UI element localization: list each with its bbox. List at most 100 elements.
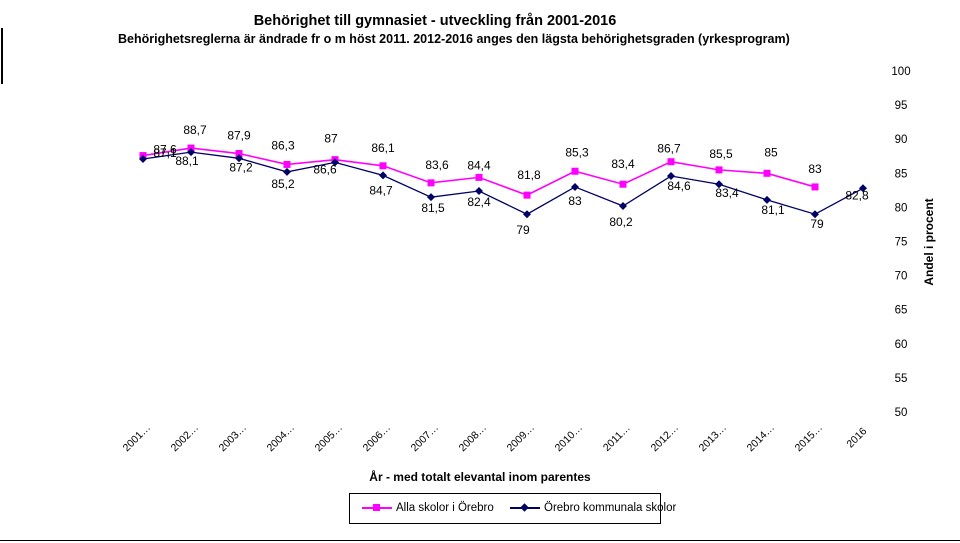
- data-label: 81,1: [761, 203, 785, 217]
- data-label: 84,7: [369, 183, 393, 197]
- x-tick-label: 2016: [844, 425, 869, 450]
- y-axis-title: Andel i procent: [922, 198, 936, 286]
- x-tick-label: 2004…: [265, 422, 297, 454]
- series-line-kommunala-skolor: [142, 151, 864, 215]
- x-tick-label: 2014…: [745, 422, 777, 454]
- data-point-diamond: [763, 195, 771, 204]
- data-point-diamond: [187, 148, 195, 157]
- data-label: 79: [810, 217, 824, 231]
- x-tick-label: 2005…: [313, 422, 345, 454]
- x-tick-label: 2003…: [217, 422, 249, 454]
- data-labels: 87,6 88,7 87,9 86,3 87 86,1 83,6 84,4 81,8 85,3 83…: [153, 123, 869, 237]
- data-label: 83,6: [425, 158, 449, 172]
- data-label: 87,9: [227, 129, 251, 143]
- series-markers: [139, 144, 867, 219]
- x-axis-title: År - med totalt elevantal inom parentes: [369, 470, 591, 484]
- data-point-diamond: [427, 193, 435, 202]
- data-point-diamond: [859, 184, 867, 193]
- data-point-diamond: [331, 158, 339, 167]
- data-point-diamond: [667, 172, 675, 181]
- data-label: 79: [516, 223, 530, 237]
- data-label: 86,3: [271, 138, 295, 152]
- legend-label: Alla skolor i Örebro: [396, 502, 494, 514]
- x-tick-label: 2006…: [361, 422, 393, 454]
- legend-item-kommunala-skolor: Örebro kommunala skolor: [510, 502, 676, 514]
- y-tick-label: 75: [895, 237, 908, 249]
- frame-edge-bottom: [0, 540, 960, 541]
- y-tick-label: 90: [895, 134, 908, 146]
- data-point-square: [283, 160, 291, 168]
- y-axis: 50 55 60 65 70 75 80 85 90 95 100: [891, 66, 910, 419]
- data-label: 81,8: [517, 168, 541, 182]
- data-label: 81,5: [421, 201, 445, 215]
- data-label: 85,5: [709, 147, 733, 161]
- x-tick-label: 2011…: [601, 422, 633, 454]
- data-point-square: [811, 183, 819, 191]
- data-point-square: [763, 169, 771, 177]
- data-label: 83,4: [715, 186, 739, 200]
- x-tick-label: 2009…: [505, 422, 537, 454]
- data-point-square: [523, 191, 531, 199]
- data-label: 85: [764, 145, 778, 159]
- data-label: 87,1: [153, 146, 177, 160]
- x-tick-label: 2010…: [553, 422, 585, 454]
- data-point-diamond: [619, 202, 627, 211]
- data-label: 87,6: [153, 143, 177, 157]
- y-tick-label: 95: [895, 100, 908, 112]
- x-tick-label: 2008…: [457, 422, 489, 454]
- data-point-square: [235, 150, 243, 158]
- data-point-square: [619, 180, 627, 188]
- series-lines: [142, 147, 864, 215]
- data-label: 87: [324, 132, 338, 146]
- data-label: 82,4: [467, 195, 491, 209]
- data-label: 86,1: [371, 141, 395, 155]
- y-tick-label: 60: [895, 339, 908, 351]
- x-tick-label: 2012…: [649, 422, 681, 454]
- y-tick-label: 55: [895, 373, 908, 385]
- x-tick-label: 2013…: [697, 422, 729, 454]
- data-point-diamond: [523, 210, 531, 219]
- data-point-square: [667, 158, 675, 166]
- data-label: 84,4: [467, 158, 491, 172]
- data-point-square: [187, 144, 195, 152]
- y-tick-label: 100: [891, 66, 910, 78]
- data-label: 83: [568, 194, 582, 208]
- y-tick-label: 65: [895, 305, 908, 317]
- x-tick-label: 2007…: [409, 422, 441, 454]
- x-tick-label: 2015…: [793, 422, 825, 454]
- chart-title: Behörighet till gymnasiet - utveckling f…: [253, 13, 617, 29]
- data-point-diamond: [571, 182, 579, 191]
- y-tick-label: 80: [895, 202, 908, 214]
- data-label: 82,8: [845, 188, 869, 202]
- data-point-diamond: [283, 167, 291, 176]
- y-tick-label: 85: [895, 168, 908, 180]
- data-point-square: [427, 179, 435, 187]
- data-label: 84,6: [667, 179, 691, 193]
- data-point-diamond: [715, 180, 723, 189]
- data-label: 80,2: [609, 215, 633, 229]
- legend-item-alla-skolor: Alla skolor i Örebro: [362, 502, 494, 514]
- legend-label: Örebro kommunala skolor: [544, 502, 677, 514]
- data-label: 85,3: [565, 145, 589, 159]
- legend-swatch-diamond: [510, 502, 540, 514]
- x-axis: 2001… 2002… 2003… 2004… 2005… 2006… 2007… 2008……: [121, 422, 870, 454]
- data-label: 86,6: [313, 162, 337, 176]
- data-point-square: [571, 167, 579, 175]
- data-point-square: [715, 166, 723, 174]
- data-point-square: [379, 162, 387, 170]
- data-label: 88,7: [183, 123, 207, 137]
- legend: Alla skolor i Örebro Örebro kommunala sk…: [349, 493, 676, 524]
- x-tick-label: 2001…: [121, 422, 153, 454]
- data-label: 86,7: [657, 142, 681, 156]
- chart-subtitle: Behörighetsreglerna är ändrade fr o m hö…: [118, 32, 790, 46]
- data-point-diamond: [475, 187, 483, 196]
- frame-edge: [1, 28, 3, 84]
- data-point-diamond: [379, 171, 387, 180]
- legend-swatch-square: [362, 502, 392, 514]
- data-point-diamond: [139, 154, 147, 163]
- data-label: 88,1: [175, 154, 199, 168]
- data-label: 83: [808, 162, 822, 176]
- x-tick-label: 2002…: [169, 422, 201, 454]
- data-label: 85,2: [271, 177, 295, 191]
